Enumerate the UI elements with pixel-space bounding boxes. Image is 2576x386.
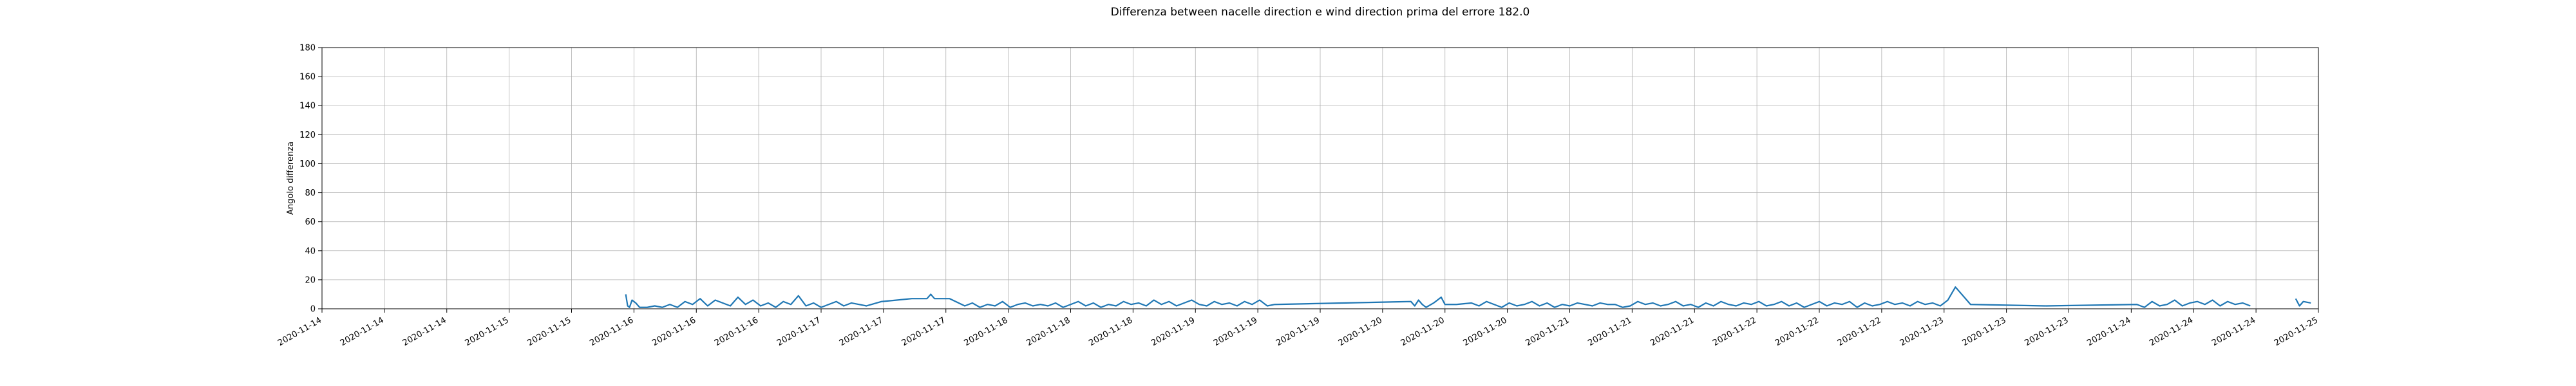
y-tick-label: 100 <box>299 160 316 169</box>
y-tick-label: 60 <box>305 217 316 227</box>
series-layer <box>625 286 2311 308</box>
y-tick-label: 180 <box>299 44 316 53</box>
chart-title: Differenza between nacelle direction e w… <box>1111 6 1530 19</box>
y-axis-label: Angolo differenza <box>286 142 296 215</box>
y-tick-label: 40 <box>305 246 316 256</box>
series-line <box>625 286 2311 308</box>
grid <box>321 47 2319 309</box>
y-tick-label: 140 <box>299 102 316 111</box>
y-tick-label: 120 <box>299 131 316 140</box>
y-tick-label: 160 <box>299 73 316 82</box>
y-tick-label: 0 <box>310 305 316 315</box>
y-tick-label: 80 <box>305 188 316 198</box>
y-tick-label: 20 <box>305 275 316 285</box>
